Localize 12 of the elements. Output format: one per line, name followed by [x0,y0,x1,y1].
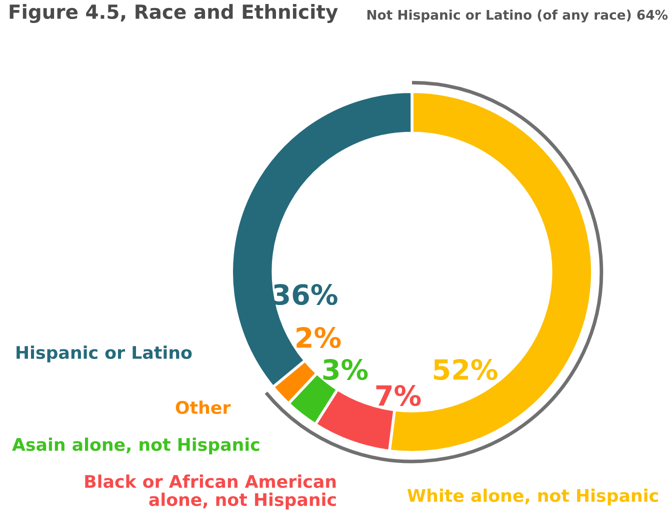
slice-label: White alone, not Hispanic [407,488,658,506]
chart-title: Figure 4.5, Race and Ethnicity [10,4,338,23]
slice-label: Black or African American alone, not Hispanic [85,474,336,510]
data-label: 52% [434,359,498,380]
data-label: 36% [274,284,338,306]
slice-label: Other [176,400,231,414]
text: Not Hispanic or Latino (of any race) 64% [367,10,668,22]
data-label: 3% [323,359,368,380]
slice-label: Asain alone, not Hispanic [12,438,260,454]
data-label: 2% [296,327,341,348]
slice-label: Hispanic or Latino [16,346,192,362]
data-label: 7% [376,385,421,406]
